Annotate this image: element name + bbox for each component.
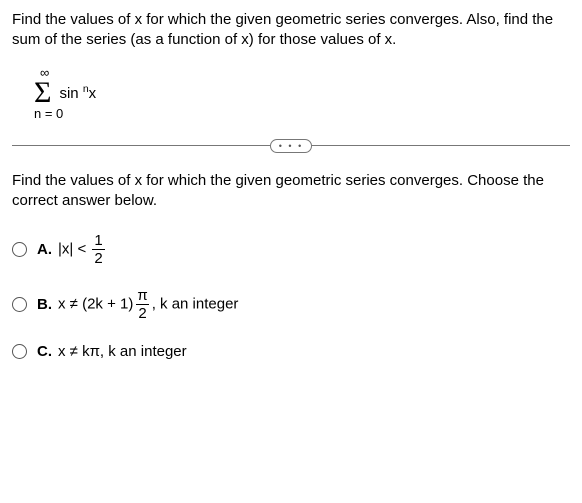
separator-ellipsis[interactable]: • • • [270, 139, 312, 153]
separator-line [12, 145, 271, 146]
option-a-content: |x| < 12 [58, 233, 107, 266]
option-b-pre: x ≠ (2k + 1) [58, 295, 133, 312]
separator-line [311, 145, 570, 146]
sigma-expression: ∞ Σ sin nx n = 0 [34, 65, 570, 121]
option-b[interactable]: B. x ≠ (2k + 1)π2, k an integer [12, 288, 570, 321]
radio-b[interactable] [12, 297, 27, 312]
question-text: Find the values of x for which the given… [12, 171, 570, 212]
option-a-num: 1 [92, 233, 104, 249]
option-b-fraction: π2 [135, 288, 149, 321]
option-b-den: 2 [136, 304, 148, 321]
option-a-pre: |x| < [58, 240, 90, 257]
options-group: A. |x| < 12 B. x ≠ (2k + 1)π2, k an inte… [12, 233, 570, 360]
option-b-letter: B. [37, 296, 52, 313]
option-c-content: x ≠ kπ, k an integer [58, 343, 187, 360]
term-arg: x [89, 85, 97, 102]
sigma-lower-limit: n = 0 [34, 106, 570, 121]
sigma-term: sin nx [59, 83, 96, 102]
option-a[interactable]: A. |x| < 12 [12, 233, 570, 266]
option-c[interactable]: C. x ≠ kπ, k an integer [12, 343, 570, 360]
intro-text: Find the values of x for which the given… [12, 10, 570, 51]
sigma-symbol: Σ [34, 78, 51, 108]
term-base: sin [59, 85, 78, 102]
option-a-letter: A. [37, 241, 52, 258]
option-c-letter: C. [37, 343, 52, 360]
option-a-fraction: 12 [92, 233, 104, 266]
option-a-den: 2 [92, 249, 104, 266]
radio-c[interactable] [12, 344, 27, 359]
option-b-num: π [135, 288, 149, 304]
separator: • • • [12, 139, 570, 153]
option-b-content: x ≠ (2k + 1)π2, k an integer [58, 288, 238, 321]
option-b-post: , k an integer [152, 295, 239, 312]
radio-a[interactable] [12, 242, 27, 257]
